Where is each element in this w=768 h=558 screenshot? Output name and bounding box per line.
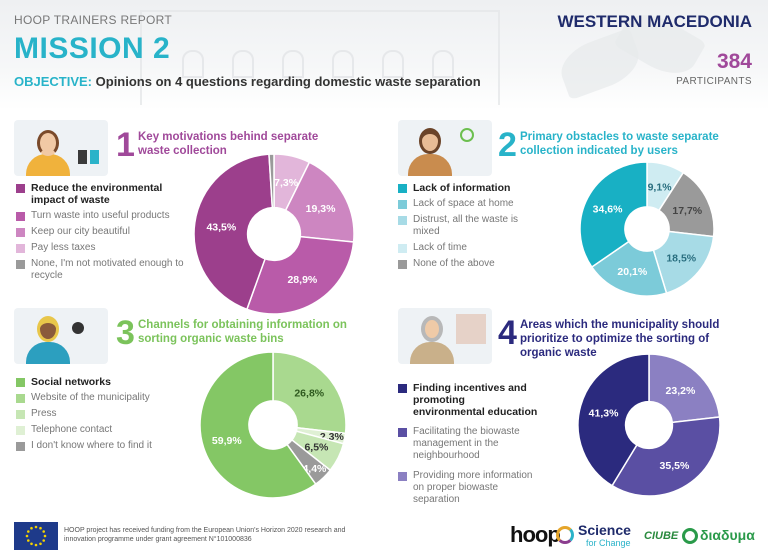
legend-item: I don't know where to find it [16, 440, 192, 452]
donut-slice-label: 7,3% [274, 177, 299, 189]
donut-slice-label: 59,9% [212, 435, 242, 447]
legend-item: Keep our city beautiful [16, 226, 192, 238]
question-3-legend: Social networks Website of the municipal… [16, 376, 192, 456]
question-1-donut-chart: 7,3% 19,3% 28,9% 43,5% [193, 153, 355, 315]
legend-item: Lack of time [398, 242, 526, 254]
question-3-title: Channels for obtaining information on so… [138, 319, 347, 345]
donut-slice-label: 23,2% [666, 385, 696, 397]
donut-slice-label: 41,3% [589, 407, 619, 419]
avatar-man-question-icon [14, 308, 108, 364]
question-4-donut-chart: 23,2% 35,5% 41,3% [577, 353, 721, 497]
donut-slice [199, 351, 317, 499]
legend-item: Lack of information [398, 182, 526, 194]
question-1-legend: Reduce the environmental impact of waste… [16, 182, 192, 286]
donut-slice-label: 19,3% [306, 203, 336, 215]
objective: OBJECTIVE: Opinions on 4 questions regar… [14, 74, 481, 89]
question-4-number: 4 [498, 314, 517, 352]
legend-item: Press [16, 408, 192, 420]
hoop-logo: hoop [510, 522, 561, 547]
legend-item: Facilitating the biowaste management in … [398, 426, 538, 462]
funding-text: HOOP project has received funding from t… [64, 527, 346, 543]
legend-item: None of the above [398, 258, 526, 270]
legend-item: Pay less taxes [16, 242, 192, 254]
question-1-title: Key motivations behind separate waste co… [138, 131, 319, 157]
legend-item: None, I'm not motivated enough to recycl… [16, 258, 192, 282]
question-2-donut-chart: 9,1% 17,7% 18,5% 20,1% 34,6% [579, 161, 715, 297]
donut-slice [193, 153, 274, 311]
region-title: WESTERN MACEDONIA [557, 12, 752, 31]
mission-title: MISSION 2 [14, 32, 171, 65]
donut-slice-label: 26,8% [294, 388, 324, 400]
avatar-bearded-man-icon [398, 120, 492, 176]
donut-slice [272, 351, 347, 435]
donut-slice [611, 416, 721, 497]
report-label: HOOP TRAINERS REPORT [14, 13, 173, 27]
donut-slice-label: 18,5% [666, 253, 696, 265]
donut-slice-label: 35,5% [660, 460, 690, 472]
donut-slice-label: 17,7% [672, 205, 702, 217]
question-2-number: 2 [498, 126, 517, 164]
avatar-woman-glasses-icon [398, 308, 492, 364]
objective-label: OBJECTIVE: [14, 74, 93, 89]
question-2-title: Primary obstacles to waste separate coll… [520, 131, 719, 157]
question-2-legend: Lack of information Lack of space at hom… [398, 182, 526, 274]
legend-item: Distrust, all the waste is mixed [398, 214, 526, 238]
legend-item: Website of the municipality [16, 392, 192, 404]
donut-slice [648, 353, 721, 424]
diadyma-logo: διαδυμα [700, 527, 755, 543]
donut-slice-label: 9,1% [648, 181, 673, 193]
donut-slice-label: 28,9% [287, 274, 317, 286]
donut-slice [590, 240, 668, 297]
avatar-woman-bins-icon [14, 120, 108, 176]
question-3-number: 3 [116, 314, 135, 352]
legend-item: Turn waste into useful products [16, 210, 192, 222]
donut-slice [268, 153, 275, 209]
donut-slice-label: 4,4% [302, 463, 327, 475]
donut-slice [284, 161, 355, 243]
science-logo-icon [556, 526, 574, 544]
legend-item: Lack of space at home [398, 198, 526, 210]
donut-slice-label: 6,5% [304, 442, 329, 454]
question-3-donut-chart: 26,8%2,3%6,5%4,4%59,9% [199, 351, 347, 499]
donut-slice [652, 230, 715, 295]
legend-item: Finding incentives and promoting environ… [398, 382, 538, 418]
question-1-number: 1 [116, 126, 135, 164]
donut-slice [577, 353, 650, 487]
legend-item: Telephone contact [16, 424, 192, 436]
science-logo: Science [578, 522, 631, 538]
donut-slice [579, 161, 648, 269]
cmbe-logo: CIUBE [644, 530, 679, 542]
science-logo-sub: for Change [586, 538, 631, 548]
question-4-legend: Finding incentives and promoting environ… [398, 382, 538, 510]
eu-flag-icon [14, 522, 58, 550]
legend-item: Reduce the environmental impact of waste [16, 182, 192, 206]
question-4-title: Areas which the municipality should prio… [520, 319, 720, 359]
objective-text: Opinions on 4 questions regarding domest… [95, 74, 481, 89]
diadyma-logo-icon [682, 528, 698, 544]
donut-slice-label: 20,1% [617, 266, 647, 278]
donut-slice-label: 43,5% [206, 222, 236, 234]
donut-slice-label: 34,6% [593, 203, 623, 215]
background-building [140, 10, 500, 105]
participants-count: 384 [716, 50, 752, 73]
legend-item: Providing more information on proper bio… [398, 470, 538, 506]
donut-slice [245, 235, 355, 315]
legend-item: Social networks [16, 376, 192, 388]
participants-label: PARTICIPANTS [676, 76, 752, 87]
